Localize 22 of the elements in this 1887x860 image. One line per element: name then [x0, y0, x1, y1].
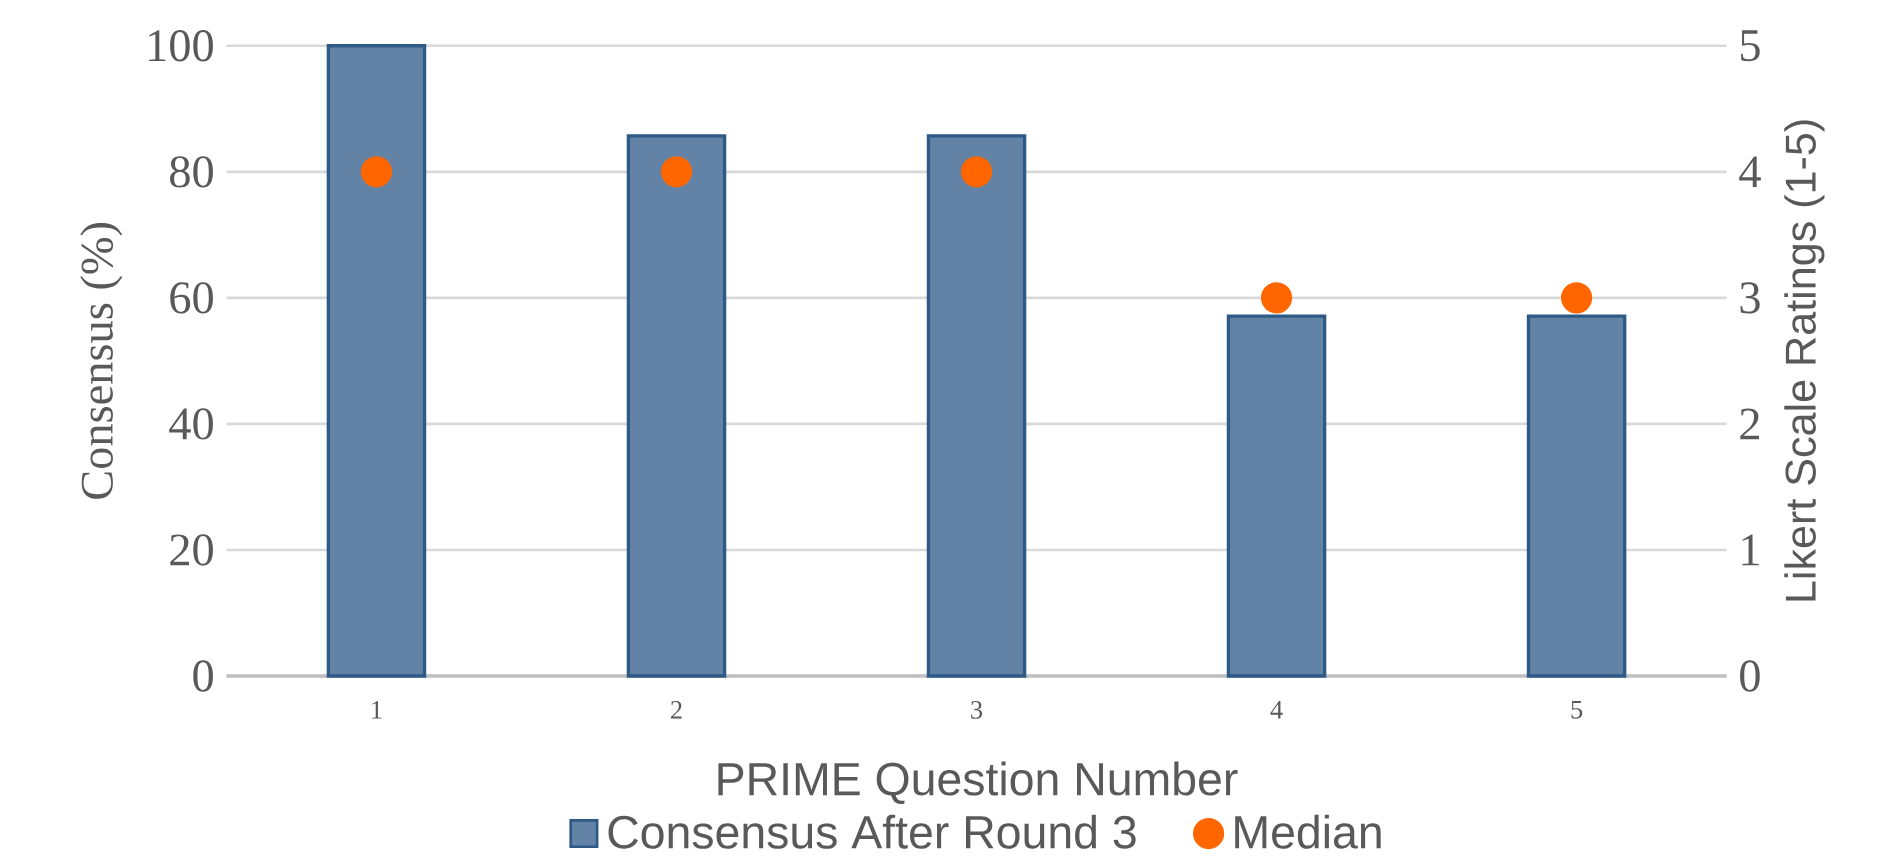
x-tick-label: 4: [1270, 700, 1283, 719]
y2-tick-label: 1: [1742, 534, 1759, 566]
x-axis-title: PRIME Question Number: [718, 761, 1238, 804]
x-tick-label: 5: [1571, 701, 1583, 719]
y-tick-label: 40: [169, 408, 213, 440]
y2-tick-label: 2: [1740, 408, 1759, 440]
x-tick-label: 2: [671, 700, 682, 719]
legend-label: Consensus After Round 3: [608, 814, 1136, 849]
y2-axis-title: Likert Scale Ratings (1-5): [1784, 120, 1825, 601]
legend-label: Median: [1235, 814, 1381, 849]
y2-tick-label: 0: [1740, 660, 1760, 692]
y-tick-label: 0: [193, 660, 213, 692]
x-tick-label: 3: [971, 700, 983, 719]
y2-tick-label: 3: [1740, 282, 1760, 314]
y2-tick-label: 5: [1741, 30, 1760, 62]
y2-tick-label: 4: [1739, 156, 1761, 188]
y-tick-label: 80: [170, 156, 213, 188]
y-axis-title: Consensus (%): [80, 223, 123, 499]
y-tick-label: 100: [149, 30, 213, 62]
y-tick-label: 20: [170, 534, 213, 566]
x-tick-label: 1: [372, 700, 382, 719]
y-tick-label: 60: [170, 282, 213, 314]
